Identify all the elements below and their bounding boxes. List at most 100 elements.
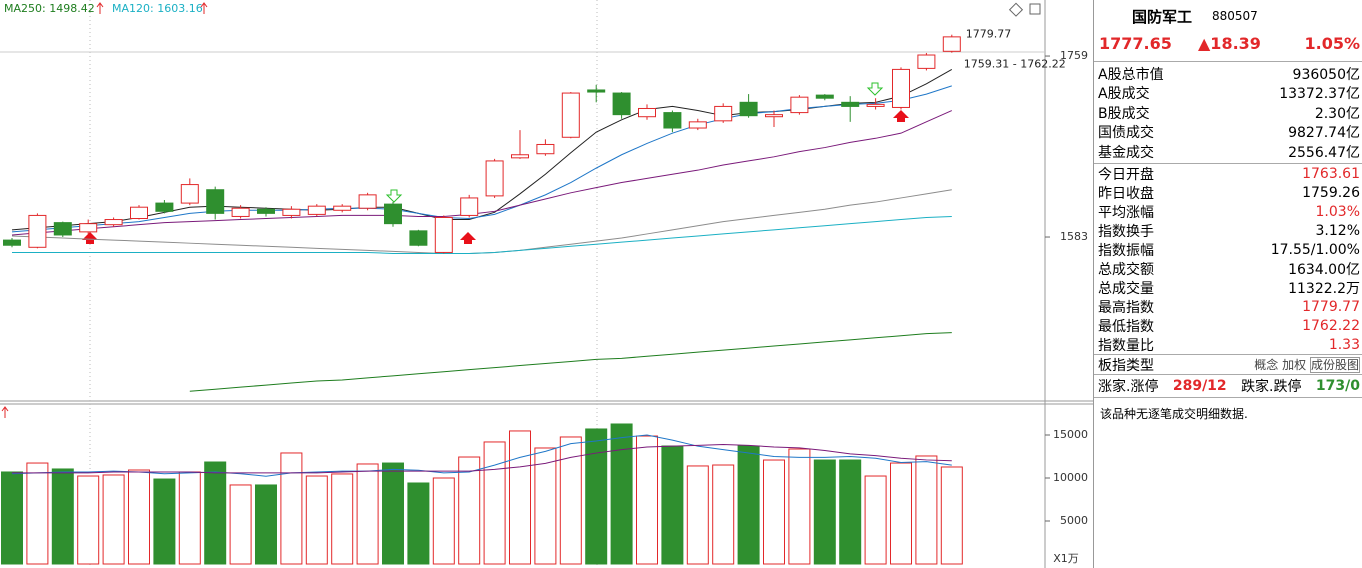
candle-body: [663, 112, 682, 129]
candle-body: [790, 96, 809, 114]
volume-bar: [763, 459, 785, 565]
row-value: 13372.37亿: [1279, 86, 1360, 102]
link[interactable]: 成份股图: [1309, 357, 1360, 373]
separator: [1094, 354, 1362, 355]
ma-line: [12, 443, 952, 474]
note: 该品种无逐笔成交明细数据.: [1100, 407, 1248, 421]
data-row: 指数量比 1.33: [1098, 335, 1360, 354]
volume-bar: [204, 461, 227, 565]
breadth-value: 289/12: [1172, 377, 1227, 394]
link[interactable]: 概念: [1254, 358, 1279, 372]
breadth-row: 涨家.涨停 289/12 跌家.跌停 173/0: [1098, 376, 1360, 395]
ma-line: [11, 434, 952, 477]
candle-body: [714, 105, 733, 122]
link[interactable]: 加权: [1282, 358, 1307, 372]
change-pct: 1.05%: [1304, 34, 1360, 53]
ma-line: [12, 215, 952, 254]
data-row: 最低指数 1762.22: [1098, 316, 1360, 335]
volume-bar: [255, 484, 277, 565]
candle-body: [815, 94, 834, 99]
volume-bar: [305, 475, 328, 565]
separator: [1094, 397, 1362, 398]
candle-body: [206, 189, 225, 214]
row-value: 1.03%: [1315, 203, 1360, 220]
y-tick-label: 15000: [1053, 428, 1088, 441]
signal-up: [460, 232, 476, 244]
candle-body: [739, 101, 758, 117]
row-label: 指数量比: [1098, 337, 1154, 354]
row-value: 1759.26: [1302, 184, 1360, 201]
arrow: [200, 2, 208, 14]
chart: MA250: 1498.42 MA120: 1603.16 X1万 1583 17…: [0, 0, 1093, 568]
volume-bar: [610, 423, 633, 565]
candle-body: [257, 208, 275, 214]
ma-line: [189, 332, 952, 392]
row-label: 最高指数: [1098, 299, 1154, 316]
signal-down: [385, 189, 403, 203]
ma-line: [11, 189, 952, 254]
data-row: 国债成交 9827.74亿: [1098, 123, 1360, 142]
candle-body: [485, 160, 504, 197]
volume-bar: [77, 475, 100, 565]
candle-body: [892, 68, 910, 108]
volume-bar: [712, 464, 735, 565]
data-row: 昨日收盘 1759.26: [1098, 183, 1360, 202]
candle-body: [409, 230, 428, 246]
candle-body: [866, 103, 885, 107]
data-row: 今日开盘 1763.61: [1098, 164, 1360, 183]
volume-bar: [1, 471, 23, 565]
candle-body: [511, 154, 529, 159]
volume-bar: [585, 428, 608, 565]
volume-bar: [788, 448, 811, 565]
data-row: 基金成交 2556.47亿: [1098, 142, 1360, 161]
price: 1777.65: [1099, 34, 1172, 53]
signal-down: [866, 82, 884, 96]
volume-bar: [890, 462, 912, 565]
row-label: 指数振幅: [1098, 242, 1154, 259]
candle-body: [333, 205, 352, 211]
candle-body: [638, 107, 656, 118]
candle-body: [765, 114, 783, 118]
volume-bar: [534, 447, 557, 565]
breadth-label: 跌家.跌停: [1241, 378, 1302, 395]
data-row: 总成交量 11322.2万: [1098, 278, 1360, 297]
row-value: 1634.00亿: [1288, 261, 1360, 278]
legend-item: MA250: 1498.42: [4, 2, 95, 15]
candle-body: [536, 143, 555, 155]
row-value: 1763.61: [1302, 165, 1360, 182]
volume-bar: [382, 462, 404, 565]
volume-bar: [737, 445, 760, 565]
data-row: 指数振幅 17.55/1.00%: [1098, 240, 1360, 259]
row-label: 最低指数: [1098, 318, 1154, 335]
data-row: 最高指数 1779.77: [1098, 297, 1360, 316]
row-label: 基金成交: [1098, 144, 1154, 161]
icon: [1008, 2, 1024, 17]
volume-bar: [153, 478, 176, 565]
candle-body: [104, 219, 123, 226]
candle-body: [942, 36, 961, 52]
ma-line: [11, 110, 953, 236]
data-row: B股成交 2.30亿: [1098, 103, 1360, 122]
volume-bar: [331, 473, 354, 565]
unit-label: X1万: [1053, 552, 1079, 565]
separator: [1094, 163, 1362, 164]
legend-item: MA120: 1603.16: [112, 2, 203, 15]
row-label: 指数换手: [1098, 223, 1154, 240]
volume-bar: [636, 435, 658, 565]
row-label: A股总市值: [1098, 66, 1164, 83]
row-value: 2556.47亿: [1288, 144, 1360, 161]
candle-body: [434, 216, 453, 253]
volume-bar: [483, 441, 506, 565]
y-tick-label: 10000: [1053, 471, 1088, 484]
data-row: 平均涨幅 1.03%: [1098, 202, 1360, 221]
volume-bar: [686, 465, 709, 565]
row-value: 936050亿: [1292, 66, 1360, 83]
row-value: 1.33: [1328, 336, 1360, 353]
candle-body: [688, 121, 707, 129]
quote-panel: 国防军工 880507 1777.65 ▲18.39 1.05% A股总市值 93…: [1093, 0, 1362, 568]
arrow: [1, 406, 9, 418]
candle-body: [358, 194, 377, 209]
candle-body: [384, 203, 402, 225]
separator: [1094, 374, 1362, 375]
